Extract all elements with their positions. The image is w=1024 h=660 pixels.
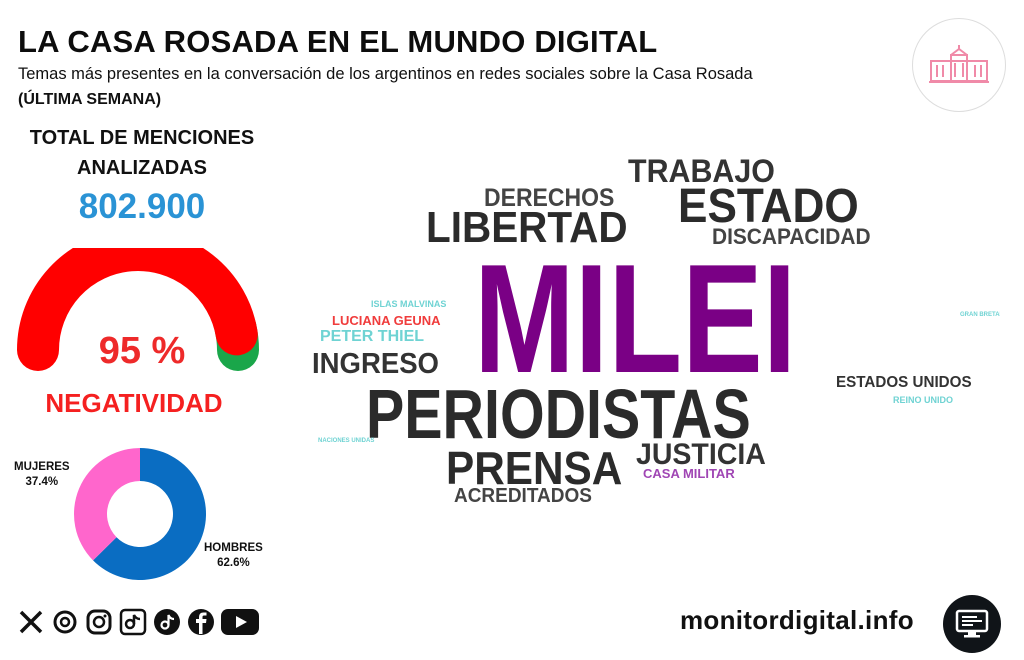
tiktok-icon[interactable] xyxy=(152,607,182,637)
page-subtitle: Temas más presentes en la conversación d… xyxy=(18,65,753,83)
gender-women-label: MUJERES xyxy=(14,461,70,473)
donut-slice-men xyxy=(93,448,207,580)
x-icon[interactable] xyxy=(16,607,46,637)
word-discapacidad: DISCAPACIDAD xyxy=(712,225,871,250)
threads-icon[interactable] xyxy=(50,607,80,637)
gender-men-legend: HOMBRES 62.6% xyxy=(204,541,263,571)
word-periodistas: PERIODISTAS xyxy=(366,375,751,454)
social-icons xyxy=(16,607,260,637)
word-reino-unido: REINO UNIDO xyxy=(893,395,953,405)
gender-donut xyxy=(74,448,207,580)
word-peter-thiel: PETER THIEL xyxy=(320,328,424,345)
total-mentions-label-line2: ANALIZADAS xyxy=(77,157,207,179)
period-label: (ÚLTIMA SEMANA) xyxy=(18,91,162,108)
word-acreditados: ACREDITADOS xyxy=(454,485,592,508)
negativity-value: 95 % xyxy=(98,330,186,372)
tiktok-icon[interactable] xyxy=(118,607,148,637)
word-naciones-unidas: NACIONES UNIDAS xyxy=(318,438,374,444)
gender-men-value: 62.6% xyxy=(217,557,250,569)
word-luciana-geuna: LUCIANA GEUNA xyxy=(332,313,441,328)
negativity-gauge xyxy=(17,248,259,371)
instagram-icon[interactable] xyxy=(84,607,114,637)
total-mentions-value: 802.900 xyxy=(78,187,206,226)
gender-women-legend: MUJERES 37.4% xyxy=(14,460,70,490)
gauge-negative-arc xyxy=(17,248,258,371)
donut-slice-women xyxy=(74,448,140,561)
casa-rosada-icon xyxy=(929,45,989,83)
facebook-icon[interactable] xyxy=(186,607,216,637)
monitor-icon xyxy=(943,595,1001,653)
word-gran-bretaña: GRAN BRETAÑA xyxy=(960,311,1000,318)
gender-women-value: 37.4% xyxy=(25,476,59,488)
word-trabajo: TRABAJO xyxy=(628,153,775,189)
word-derechos: DERECHOS xyxy=(484,184,614,212)
word-ingreso: INGRESO xyxy=(312,346,439,379)
website-link[interactable]: monitordigital.info xyxy=(680,605,914,635)
word-estado: ESTADO xyxy=(678,178,859,232)
word-justicia: JUSTICIA xyxy=(636,438,766,471)
total-mentions-label: TOTAL DE MENCIONES ANALIZADAS xyxy=(0,123,284,183)
gender-men-label: HOMBRES xyxy=(204,542,263,554)
negativity-label: NEGATIVIDAD xyxy=(45,388,223,418)
total-mentions-label-line1: TOTAL DE MENCIONES xyxy=(29,127,255,149)
word-estados-unidos: ESTADOS UNIDOS xyxy=(836,374,972,391)
word-milei: MILEI xyxy=(474,233,796,406)
page-title: LA CASA ROSADA EN EL MUNDO DIGITAL xyxy=(18,24,658,59)
word-prensa: PRENSA xyxy=(446,443,622,494)
casa-rosada-logo xyxy=(912,18,1006,112)
youtube-icon[interactable] xyxy=(220,607,260,637)
word-casa-militar: CASA MILITAR xyxy=(643,466,735,481)
word-libertad: LIBERTAD xyxy=(426,202,628,251)
word-islas-malvinas: ISLAS MALVINAS xyxy=(371,299,446,309)
